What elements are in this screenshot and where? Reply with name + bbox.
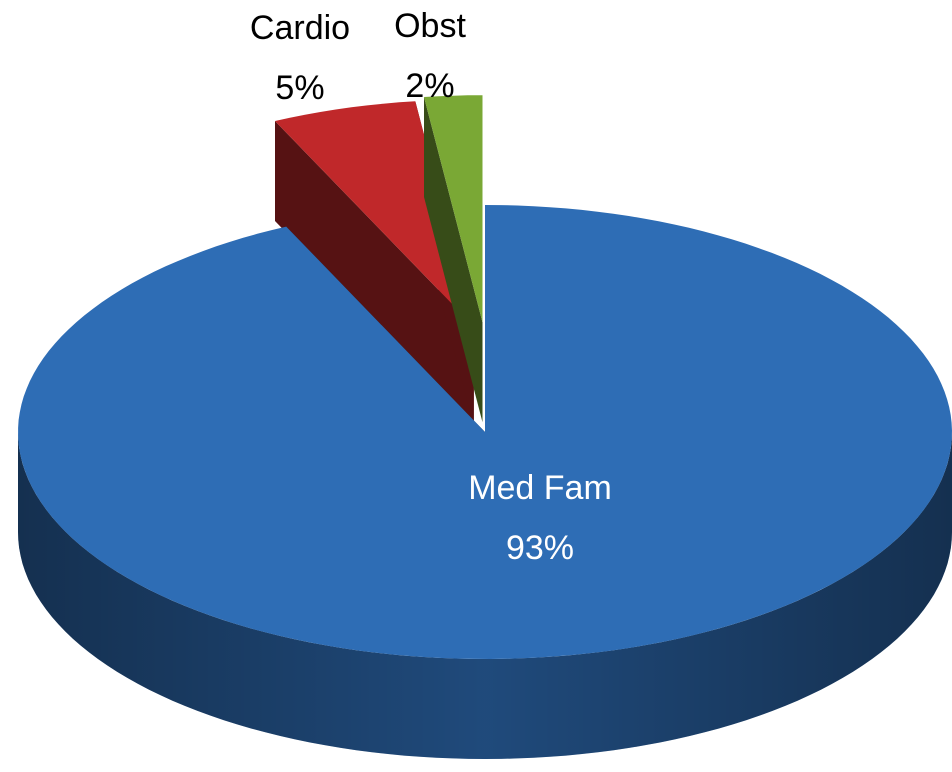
- slice-value-label: 2%: [405, 67, 454, 105]
- slice-label: Obst: [394, 7, 466, 45]
- slice-wall: [275, 121, 474, 427]
- slice-value-label: 5%: [275, 69, 324, 107]
- slice-label: Med Fam: [468, 469, 612, 507]
- pie-slice: [18, 205, 952, 659]
- slice-label: Cardio: [250, 9, 350, 47]
- slice-value-label: 93%: [506, 529, 574, 567]
- slice-wall: [424, 97, 483, 423]
- pie-slice: [424, 95, 483, 323]
- slice-side-shade: [18, 432, 952, 759]
